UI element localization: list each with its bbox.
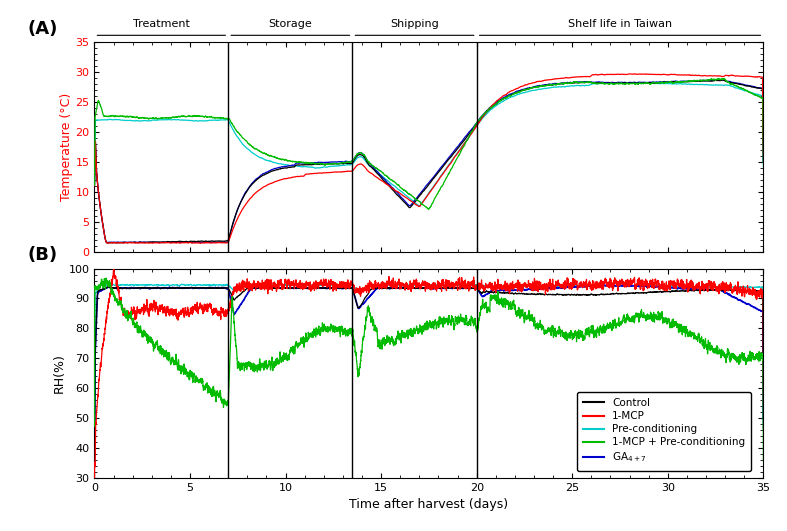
Y-axis label: RH(%): RH(%) (53, 353, 66, 393)
Text: Treatment: Treatment (133, 19, 190, 29)
Text: (A): (A) (28, 20, 58, 38)
Text: Storage: Storage (268, 19, 312, 29)
X-axis label: Time after harvest (days): Time after harvest (days) (349, 498, 508, 511)
Y-axis label: Temperature (°C): Temperature (°C) (60, 93, 72, 201)
Legend: Control, 1-MCP, Pre-conditioning, 1-MCP + Pre-conditioning, GA$_{4+7}$: Control, 1-MCP, Pre-conditioning, 1-MCP … (577, 392, 752, 470)
Text: Shipping: Shipping (390, 19, 439, 29)
Text: Shelf life in Taiwan: Shelf life in Taiwan (568, 19, 672, 29)
Text: (B): (B) (28, 246, 57, 264)
